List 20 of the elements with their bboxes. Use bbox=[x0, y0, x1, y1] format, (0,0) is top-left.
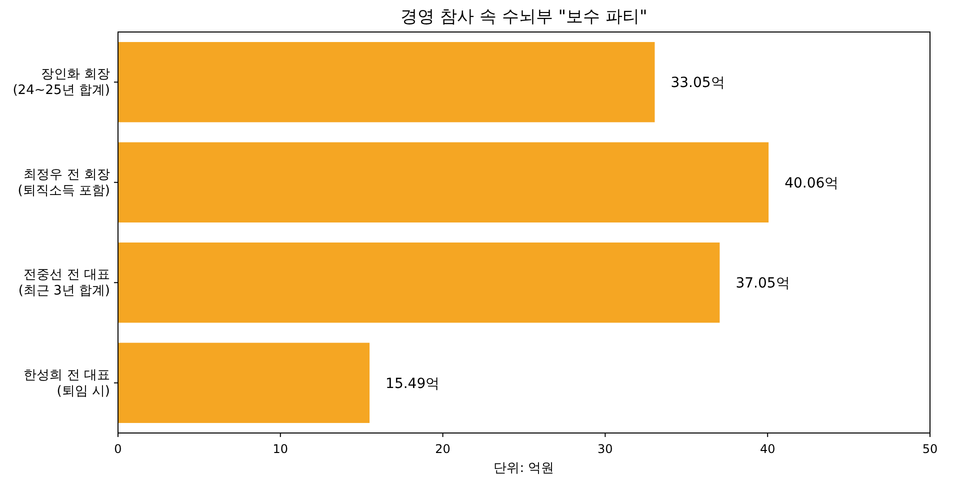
x-tick-label: 0 bbox=[114, 442, 122, 456]
x-tick-label: 30 bbox=[598, 442, 613, 456]
bar bbox=[118, 342, 370, 423]
y-tick-label: 장인화 회장 (24~25년 합계) bbox=[12, 67, 110, 98]
x-tick-label: 50 bbox=[922, 442, 938, 456]
data-label: 37.05억 bbox=[736, 276, 790, 292]
y-tick-label: 한성희 전 대표 (퇴임 시) bbox=[24, 368, 110, 399]
y-tick-label: 최정우 전 회장 (퇴직소득 포함) bbox=[18, 167, 110, 198]
bar bbox=[118, 142, 769, 222]
bar bbox=[118, 42, 655, 122]
y-tick-label: 전중선 전 대표 (최근 3년 합계) bbox=[18, 268, 110, 299]
bar bbox=[118, 242, 720, 323]
x-axis-title: 단위: 억원 bbox=[494, 461, 554, 476]
x-tick-label: 20 bbox=[435, 442, 450, 456]
data-label: 15.49억 bbox=[386, 376, 440, 392]
data-label: 33.05억 bbox=[670, 75, 725, 92]
x-tick-label: 10 bbox=[272, 442, 288, 456]
data-label: 40.06억 bbox=[784, 175, 839, 192]
x-tick-label: 40 bbox=[760, 442, 776, 456]
chart-title: 경영 참사 속 수뇌부 "보수 파티" bbox=[400, 7, 648, 27]
